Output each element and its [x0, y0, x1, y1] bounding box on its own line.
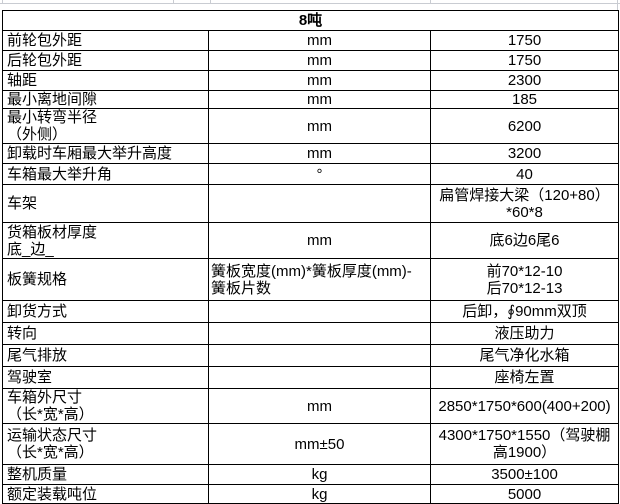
spec-unit-cell[interactable] [208, 300, 431, 323]
table-row: 卸货方式 后卸，∮90mm双顶 [2, 300, 620, 323]
grid-remnant-line [617, 0, 618, 10]
spec-value-cell[interactable]: 185 [429, 90, 620, 109]
spreadsheet-grid-remnant [0, 0, 620, 10]
spec-unit-cell[interactable]: mm [208, 222, 431, 259]
table-header-row: 8吨 [1, 10, 620, 31]
spec-value-cell[interactable]: 3200 [429, 143, 620, 164]
table-title-cell[interactable]: 8吨 [1, 10, 620, 31]
vehicle-spec-table: 8吨 前轮包外距 mm 1750 后轮包外距 mm 1750 轴距 mm 230… [1, 10, 620, 504]
table-row: 整机质量 kg 3500±100 [2, 464, 620, 485]
spec-unit-cell[interactable]: mm [208, 388, 431, 424]
table-row: 前轮包外距 mm 1750 [2, 30, 620, 51]
spec-unit-cell[interactable]: mm [208, 108, 431, 144]
table-row: 尾气排放 尾气净化水箱 [2, 344, 620, 367]
spec-label-cell[interactable]: 车箱最大举升角 [2, 163, 209, 185]
spec-value-cell[interactable]: 前70*12-10 后70*12-13 [429, 258, 620, 301]
table-row: 轴距 mm 2300 [2, 70, 620, 91]
spec-value-cell[interactable]: 1750 [429, 50, 620, 71]
spec-value-cell[interactable]: 2850*1750*600(400+200) [429, 388, 620, 424]
spec-label-cell[interactable]: 额定装载吨位 [2, 484, 209, 504]
spec-label-cell[interactable]: 最小离地间隙 [2, 90, 209, 109]
table-row: 驾驶室 座椅左置 [2, 366, 620, 389]
grid-remnant-line [173, 0, 174, 3]
spec-label-cell[interactable]: 车架 [2, 184, 209, 223]
spec-unit-cell[interactable] [208, 344, 431, 367]
spec-unit-cell[interactable] [208, 322, 431, 345]
spec-label-cell[interactable]: 卸货方式 [2, 300, 209, 323]
spec-label-cell[interactable]: 尾气排放 [2, 344, 209, 367]
table-row: 转向 液压助力 [2, 322, 620, 345]
spec-value-cell[interactable]: 座椅左置 [429, 366, 620, 389]
table-row: 额定装载吨位 kg 5000 [2, 484, 620, 504]
spec-label-cell[interactable]: 卸载时车厢最大举升高度 [2, 143, 209, 164]
table-row: 后轮包外距 mm 1750 [2, 50, 620, 71]
spec-value-cell[interactable]: 1750 [429, 30, 620, 51]
grid-remnant-line [430, 0, 431, 3]
grid-remnant-line [0, 3, 620, 4]
spec-value-cell[interactable]: 5000 [429, 484, 620, 504]
spec-unit-cell[interactable]: mm [208, 70, 431, 91]
spec-value-cell[interactable]: 6200 [429, 108, 620, 144]
spec-unit-cell[interactable]: 簧板宽度(mm)*簧板厚度(mm)- 簧板片数 [208, 258, 431, 301]
table-row: 运输状态尺寸 （长*宽*高） mm±50 4300*1750*1550（驾驶棚 … [2, 423, 620, 465]
spec-unit-cell[interactable] [208, 184, 431, 223]
spec-unit-cell[interactable]: mm±50 [208, 423, 431, 465]
spec-value-cell[interactable]: 扁管焊接大梁（120+80） *60*8 [429, 184, 620, 223]
spec-label-cell[interactable]: 最小转弯半径 （外侧） [2, 108, 209, 144]
spec-unit-cell[interactable]: mm [208, 143, 431, 164]
spec-unit-cell[interactable]: mm [208, 50, 431, 71]
spec-label-cell[interactable]: 前轮包外距 [2, 30, 209, 51]
spec-unit-cell[interactable] [208, 366, 431, 389]
table-row: 卸载时车厢最大举升高度 mm 3200 [2, 143, 620, 164]
spec-label-cell[interactable]: 货箱板材厚度 底_边_ [2, 222, 209, 259]
spec-value-cell[interactable]: 3500±100 [429, 464, 620, 485]
table-row: 货箱板材厚度 底_边_ mm 底6边6尾6 [2, 222, 620, 259]
spec-unit-cell[interactable]: ° [208, 163, 431, 185]
spec-value-cell[interactable]: 后卸，∮90mm双顶 [429, 300, 620, 323]
spec-label-cell[interactable]: 驾驶室 [2, 366, 209, 389]
spec-value-cell[interactable]: 4300*1750*1550（驾驶棚 高1900） [429, 423, 620, 465]
spec-unit-cell[interactable]: mm [208, 90, 431, 109]
spec-label-cell[interactable]: 运输状态尺寸 （长*宽*高） [2, 423, 209, 465]
spec-value-cell[interactable]: 2300 [429, 70, 620, 91]
spec-value-cell[interactable]: 底6边6尾6 [429, 222, 620, 259]
table-row: 板簧规格 簧板宽度(mm)*簧板厚度(mm)- 簧板片数 前70*12-10 后… [2, 258, 620, 301]
table-row: 车箱最大举升角 ° 40 [2, 163, 620, 185]
spec-value-cell[interactable]: 液压助力 [429, 322, 620, 345]
spec-unit-cell[interactable]: kg [208, 484, 431, 504]
spec-label-cell[interactable]: 轴距 [2, 70, 209, 91]
spec-label-cell[interactable]: 板簧规格 [2, 258, 209, 301]
spec-label-cell[interactable]: 整机质量 [2, 464, 209, 485]
table-row: 最小转弯半径 （外侧） mm 6200 [2, 108, 620, 144]
table-row: 车架 扁管焊接大梁（120+80） *60*8 [2, 184, 620, 223]
spec-label-cell[interactable]: 后轮包外距 [2, 50, 209, 71]
spec-label-cell[interactable]: 转向 [2, 322, 209, 345]
spec-label-cell[interactable]: 车箱外尺寸 （长*宽*高） [2, 388, 209, 424]
spec-unit-cell[interactable]: kg [208, 464, 431, 485]
spec-value-cell[interactable]: 40 [429, 163, 620, 185]
spec-value-cell[interactable]: 尾气净化水箱 [429, 344, 620, 367]
table-row: 车箱外尺寸 （长*宽*高） mm 2850*1750*600(400+200) [2, 388, 620, 424]
grid-remnant-line [2, 0, 3, 3]
grid-remnant-line [210, 0, 211, 3]
spec-unit-cell[interactable]: mm [208, 30, 431, 51]
table-row: 最小离地间隙 mm 185 [2, 90, 620, 109]
